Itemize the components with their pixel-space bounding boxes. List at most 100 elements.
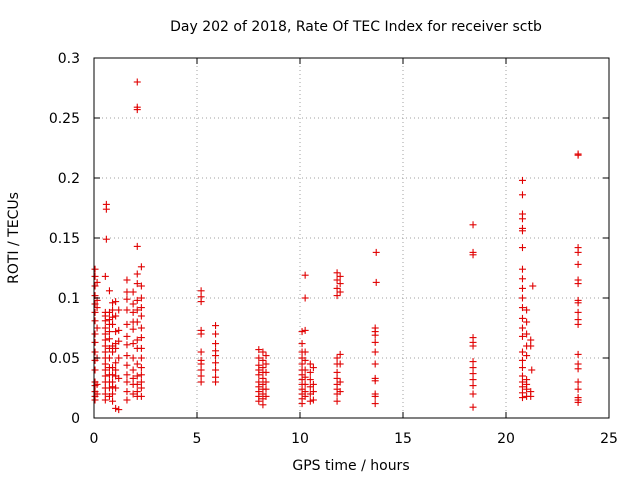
data-point xyxy=(262,385,270,393)
data-point xyxy=(101,360,109,368)
data-point xyxy=(574,398,582,406)
x-tick-label: 15 xyxy=(394,431,412,447)
x-tick-label: 25 xyxy=(600,431,618,447)
data-point xyxy=(301,366,309,374)
data-point xyxy=(336,388,344,396)
data-point xyxy=(123,276,131,284)
data-point xyxy=(109,320,117,328)
data-point xyxy=(137,282,145,290)
data-point xyxy=(91,338,99,346)
data-point xyxy=(137,304,145,312)
data-point xyxy=(137,354,145,362)
data-point xyxy=(109,313,117,321)
data-point xyxy=(336,288,344,296)
data-point xyxy=(518,356,526,364)
data-point xyxy=(115,406,123,414)
data-point xyxy=(93,380,101,388)
data-point xyxy=(518,348,526,356)
y-axis-ticks: 0 0.05 0.1 0.15 0.2 0.25 0.3 xyxy=(49,51,609,427)
data-point xyxy=(137,324,145,332)
data-point xyxy=(333,284,341,292)
data-point xyxy=(469,221,477,229)
data-point xyxy=(371,348,379,356)
data-point xyxy=(212,366,220,374)
data-point xyxy=(333,276,341,284)
data-point xyxy=(469,403,477,411)
data-point xyxy=(523,318,531,326)
data-point xyxy=(101,372,109,380)
data-point xyxy=(574,151,582,159)
data-point xyxy=(137,378,145,386)
data-point xyxy=(123,341,131,349)
data-point xyxy=(518,332,526,340)
data-point xyxy=(333,354,341,362)
data-point xyxy=(112,404,120,412)
data-point xyxy=(109,348,117,356)
data-point xyxy=(197,298,205,306)
data-point xyxy=(301,356,309,364)
data-point xyxy=(372,248,380,256)
data-point xyxy=(259,348,267,356)
data-point xyxy=(262,378,270,386)
data-point xyxy=(527,336,535,344)
data-point xyxy=(469,358,477,366)
data-point xyxy=(133,372,141,380)
data-point xyxy=(518,372,526,380)
data-point xyxy=(527,342,535,350)
data-point xyxy=(336,272,344,280)
data-point xyxy=(469,390,477,398)
data-point xyxy=(518,244,526,252)
data-point xyxy=(129,366,137,374)
data-point xyxy=(469,251,477,259)
data-point xyxy=(101,348,109,356)
data-point xyxy=(469,382,477,390)
data-point xyxy=(112,359,120,367)
data-point xyxy=(212,330,220,338)
data-point xyxy=(101,366,109,374)
data-point xyxy=(518,294,526,302)
data-point xyxy=(212,378,220,386)
data-point xyxy=(137,392,145,400)
data-point xyxy=(574,320,582,328)
data-point xyxy=(523,330,531,338)
data-point xyxy=(102,235,110,243)
data-point xyxy=(101,396,109,404)
data-point xyxy=(309,396,317,404)
data-point xyxy=(101,390,109,398)
data-point xyxy=(133,270,141,278)
data-point xyxy=(101,317,109,325)
data-point xyxy=(262,352,270,360)
data-point xyxy=(518,215,526,223)
data-point xyxy=(137,334,145,342)
data-point xyxy=(91,330,99,338)
data-point xyxy=(309,380,317,388)
data-point xyxy=(109,371,117,379)
data-point xyxy=(469,342,477,350)
data-point xyxy=(91,272,99,280)
data-point xyxy=(109,383,117,391)
data-point xyxy=(298,400,306,408)
data-point xyxy=(91,300,99,308)
data-point xyxy=(371,360,379,368)
data-point xyxy=(91,396,99,404)
data-point xyxy=(109,397,117,405)
data-point xyxy=(301,348,309,356)
data-point xyxy=(298,340,306,348)
data-point xyxy=(105,335,113,343)
data-point xyxy=(298,328,306,336)
data-point xyxy=(255,346,263,354)
data-point xyxy=(91,317,99,325)
data-point xyxy=(574,365,582,373)
data-point xyxy=(523,306,531,314)
data-point xyxy=(301,271,309,279)
data-point xyxy=(101,342,109,350)
data-point xyxy=(336,280,344,288)
data-point xyxy=(372,278,380,286)
data-point xyxy=(371,331,379,339)
data-point xyxy=(574,385,582,393)
data-point xyxy=(101,330,109,338)
data-point xyxy=(133,336,141,344)
data-point xyxy=(115,374,123,382)
grid-lines xyxy=(94,58,609,418)
